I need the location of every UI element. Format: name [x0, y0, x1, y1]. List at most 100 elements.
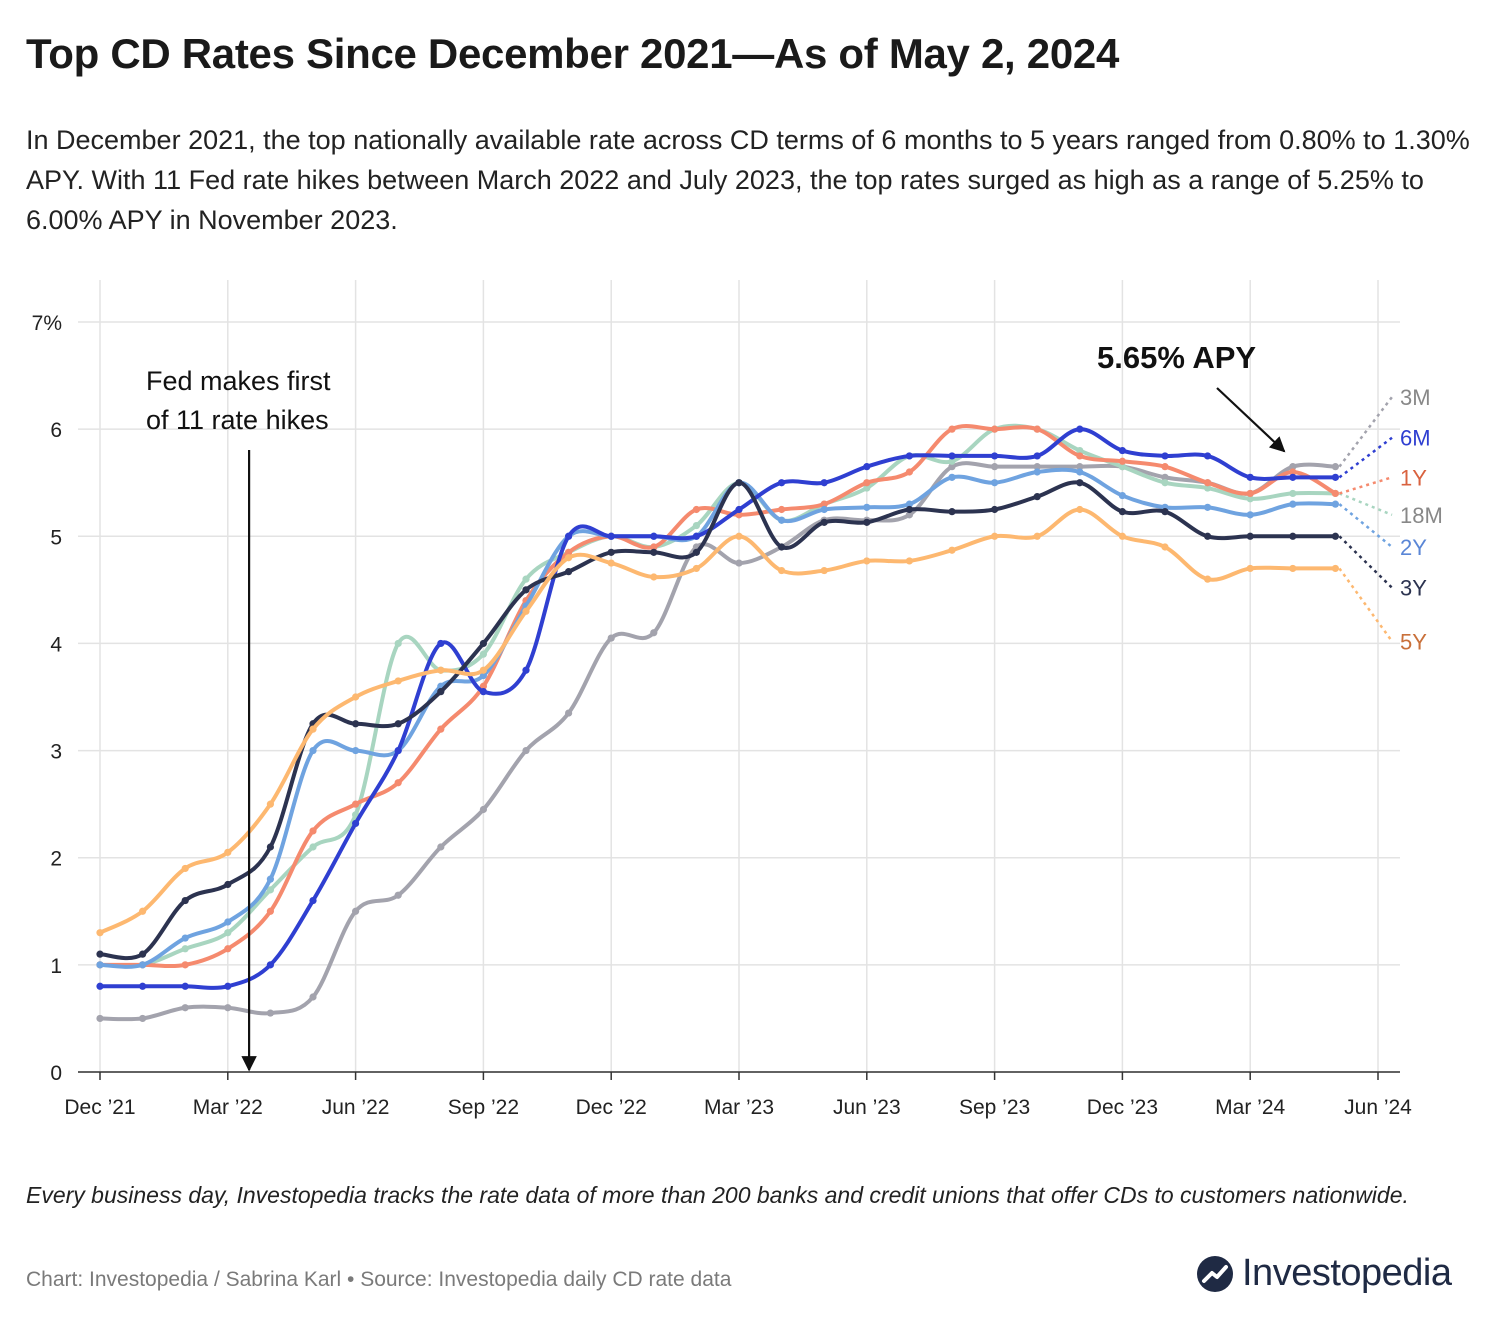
- series-label-2y: 2Y: [1400, 535, 1427, 560]
- x-tick-label: Mar ’23: [704, 1096, 774, 1119]
- x-tick-label: Jun ’23: [833, 1096, 901, 1119]
- data-point-2y: [309, 746, 317, 755]
- label-leader-2y: [1338, 503, 1393, 548]
- data-point-1y: [437, 725, 445, 733]
- data-point-1y: [181, 961, 189, 969]
- data-point-1y: [820, 500, 828, 508]
- data-point-6m: [224, 982, 232, 990]
- data-point-2y: [139, 961, 147, 969]
- data-point-2y: [820, 505, 828, 514]
- data-point-5y: [266, 800, 274, 808]
- data-point-6m: [1076, 425, 1084, 433]
- data-point-3m: [565, 709, 573, 717]
- data-point-2y: [1331, 500, 1339, 508]
- apy-callout-text: 5.65% APY: [1097, 340, 1256, 375]
- data-point-3y: [352, 720, 360, 728]
- cd-rates-line-chart: 0 1 2 3 4 5 6 7% Dec ’21 Mar ’22 Jun ’22 Sep ’22 Dec…: [32, 280, 1443, 1119]
- data-point-1y: [394, 779, 402, 787]
- x-tick-label: Dec ’23: [1087, 1096, 1158, 1119]
- data-point-6m: [905, 452, 914, 460]
- data-point-6m: [1331, 473, 1339, 481]
- data-point-5y: [991, 532, 999, 540]
- data-point-1y: [479, 682, 487, 690]
- data-point-1y: [266, 907, 274, 915]
- data-point-6m: [479, 688, 487, 696]
- data-point-1y: [1289, 468, 1297, 476]
- data-point-2y: [1246, 511, 1254, 519]
- data-point-5y: [1118, 532, 1126, 540]
- data-point-3y: [1246, 532, 1254, 540]
- label-leader-1y: [1339, 476, 1393, 495]
- x-tick-label: Dec ’21: [64, 1096, 135, 1119]
- data-point-1y: [863, 479, 871, 487]
- data-point-1y: [309, 827, 317, 835]
- x-tick-label: Sep ’22: [448, 1096, 519, 1119]
- data-point-6m: [650, 532, 658, 540]
- chart-subtitle: In December 2021, the top nationally ava…: [26, 125, 1470, 235]
- data-point-6m: [692, 532, 701, 540]
- data-point-2y: [1289, 500, 1297, 508]
- data-point-3m: [1289, 463, 1297, 471]
- data-point-1y: [991, 425, 999, 433]
- data-point-5y: [437, 666, 445, 674]
- data-point-5y: [778, 566, 786, 575]
- data-point-6m: [1161, 452, 1169, 460]
- label-leader-5y: [1338, 567, 1394, 643]
- data-point-3m: [139, 1014, 147, 1023]
- data-point-3y: [522, 586, 530, 594]
- data-point-3m: [437, 843, 445, 851]
- series-label-18m: 18M: [1400, 503, 1443, 528]
- data-point-5y: [181, 864, 189, 873]
- data-point-3y: [650, 548, 658, 556]
- data-point-3m: [394, 891, 402, 899]
- data-point-18m: [1118, 463, 1126, 471]
- data-point-3m: [181, 1004, 189, 1012]
- data-point-1y: [1076, 452, 1084, 460]
- label-leader-18m: [1338, 492, 1393, 517]
- data-point-3m: [991, 463, 999, 471]
- data-point-1y: [692, 505, 701, 514]
- data-point-18m: [1246, 495, 1254, 503]
- x-tick-label: Sep ’23: [959, 1096, 1030, 1119]
- data-point-1y: [565, 548, 573, 556]
- data-point-3y: [479, 639, 487, 648]
- data-point-2y: [1204, 503, 1212, 511]
- data-point-3y: [863, 518, 871, 526]
- data-point-2y: [266, 875, 274, 883]
- data-point-5y: [479, 666, 487, 674]
- source-credit: Chart: Investopedia / Sabrina Karl • Sou…: [26, 1268, 732, 1291]
- data-point-18m: [522, 575, 530, 583]
- label-leader-3m: [1338, 396, 1393, 468]
- x-tick-label: Dec ’22: [576, 1096, 647, 1119]
- data-point-3y: [1033, 493, 1041, 501]
- data-point-18m: [1204, 484, 1212, 492]
- data-point-6m: [266, 961, 274, 969]
- data-point-2y: [1118, 491, 1126, 500]
- data-point-6m: [394, 746, 402, 755]
- data-point-6m: [1204, 452, 1212, 460]
- data-point-5y: [905, 557, 914, 565]
- data-point-1y: [1246, 489, 1254, 498]
- data-point-3y: [735, 479, 743, 487]
- data-point-3y: [394, 720, 402, 728]
- data-point-6m: [607, 532, 615, 540]
- data-point-6m: [778, 479, 786, 487]
- data-point-2y: [905, 500, 914, 508]
- data-point-18m: [1161, 479, 1169, 487]
- y-tick-label: 1: [50, 955, 62, 978]
- data-point-5y: [1076, 505, 1084, 514]
- data-point-2y: [1033, 468, 1041, 476]
- data-point-5y: [1289, 564, 1297, 573]
- data-point-3y: [437, 688, 445, 696]
- data-point-3m: [224, 1004, 232, 1012]
- data-point-18m: [224, 929, 232, 937]
- chart-title: Top CD Rates Since December 2021—As of M…: [26, 30, 1120, 77]
- data-point-5y: [139, 907, 147, 915]
- y-tick-label: 3: [50, 741, 62, 764]
- data-point-3m: [650, 629, 658, 637]
- data-point-3m: [735, 559, 743, 567]
- data-point-3m: [1033, 463, 1041, 471]
- data-point-6m: [352, 819, 360, 828]
- fed-hike-annotation-text: of 11 rate hikes: [146, 405, 329, 435]
- y-tick-label: 0: [50, 1062, 62, 1085]
